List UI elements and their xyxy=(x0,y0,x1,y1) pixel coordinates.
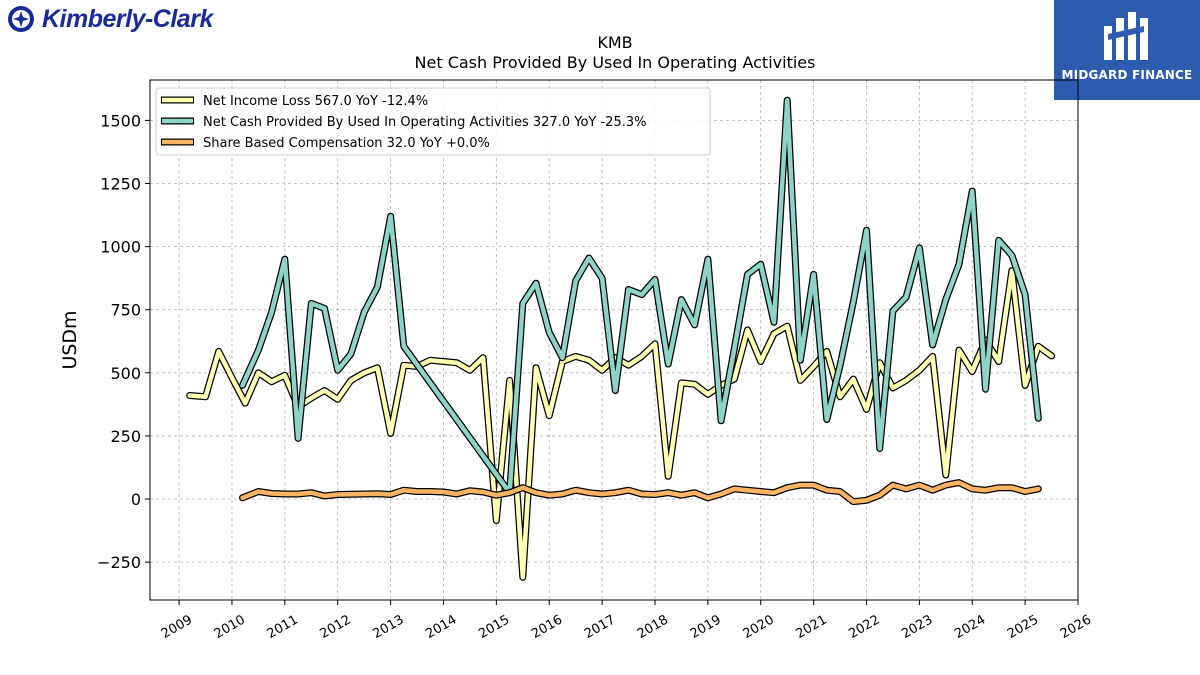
share-based-compensation-line xyxy=(240,480,1041,504)
legend-box xyxy=(155,87,711,156)
x-tick-label: 2010 xyxy=(212,612,248,642)
y-tick-label: −250 xyxy=(97,553,141,572)
chart-subtitle: Net Cash Provided By Used In Operating A… xyxy=(415,53,816,72)
y-tick-label: 1000 xyxy=(100,238,141,257)
kimberly-clark-emblem-icon xyxy=(8,6,34,32)
net-income-loss-legend-label: Net Income Loss 567.0 YoY -12.4% xyxy=(203,94,428,109)
share-based-compensation-legend-label: Share Based Compensation 32.0 YoY +0.0% xyxy=(203,136,490,151)
x-tick-label: 2012 xyxy=(318,612,354,642)
x-tick-label: 2023 xyxy=(899,612,935,642)
x-axis: 2009 2010 2011 2012 2013 2014 2015 2016 2017 2018… xyxy=(159,600,1094,642)
chart-title: KMB xyxy=(597,33,632,52)
y-tick-label: 750 xyxy=(110,301,141,320)
net-cash-operating-line xyxy=(240,97,1041,495)
x-tick-label: 2009 xyxy=(159,612,195,642)
y-tick-label: 1500 xyxy=(100,111,141,130)
x-tick-label: 2022 xyxy=(846,612,882,642)
midgard-finance-wordmark: MIDGARD FINANCE xyxy=(1061,68,1193,82)
y-tick-label: 250 xyxy=(110,427,141,446)
x-tick-label: 2021 xyxy=(793,612,829,642)
y-tick-label: 1250 xyxy=(100,174,141,193)
y-axis: −250 0 250 500 750 1000 1250 1500 xyxy=(97,111,150,572)
y-tick-label: 500 xyxy=(110,364,141,383)
x-tick-label: 2016 xyxy=(529,612,565,642)
x-tick-label: 2018 xyxy=(635,612,671,642)
x-tick-label: 2014 xyxy=(423,612,459,642)
x-tick-label: 2017 xyxy=(582,612,618,642)
y-tick-label: 0 xyxy=(131,490,141,509)
legend: Net Income Loss 567.0 YoY -12.4% Net Cash… xyxy=(155,87,711,156)
x-tick-label: 2019 xyxy=(688,612,724,642)
net-income-loss-line xyxy=(187,268,1054,580)
net-income-loss-outline xyxy=(186,267,1056,581)
x-tick-label: 2013 xyxy=(370,612,406,642)
net-cash-operating-legend-label: Net Cash Provided By Used In Operating A… xyxy=(203,115,646,130)
midgard-finance-logo: MIDGARD FINANCE xyxy=(1054,0,1200,100)
x-tick-label: 2024 xyxy=(952,612,988,642)
kimberly-clark-wordmark: Kimberly-Clark xyxy=(42,4,213,33)
plot-area xyxy=(149,79,1079,601)
midgard-emblem-icon xyxy=(1104,12,1148,60)
y-axis-label: USDm xyxy=(59,310,81,369)
x-tick-label: 2020 xyxy=(741,612,777,642)
x-tick-label: 2025 xyxy=(1005,612,1041,642)
x-tick-label: 2015 xyxy=(476,612,512,642)
kimberly-clark-logo: Kimberly-Clark xyxy=(6,4,213,34)
series-layer xyxy=(186,96,1056,581)
x-tick-label: 2011 xyxy=(265,612,301,642)
x-tick-label: 2026 xyxy=(1058,612,1094,642)
